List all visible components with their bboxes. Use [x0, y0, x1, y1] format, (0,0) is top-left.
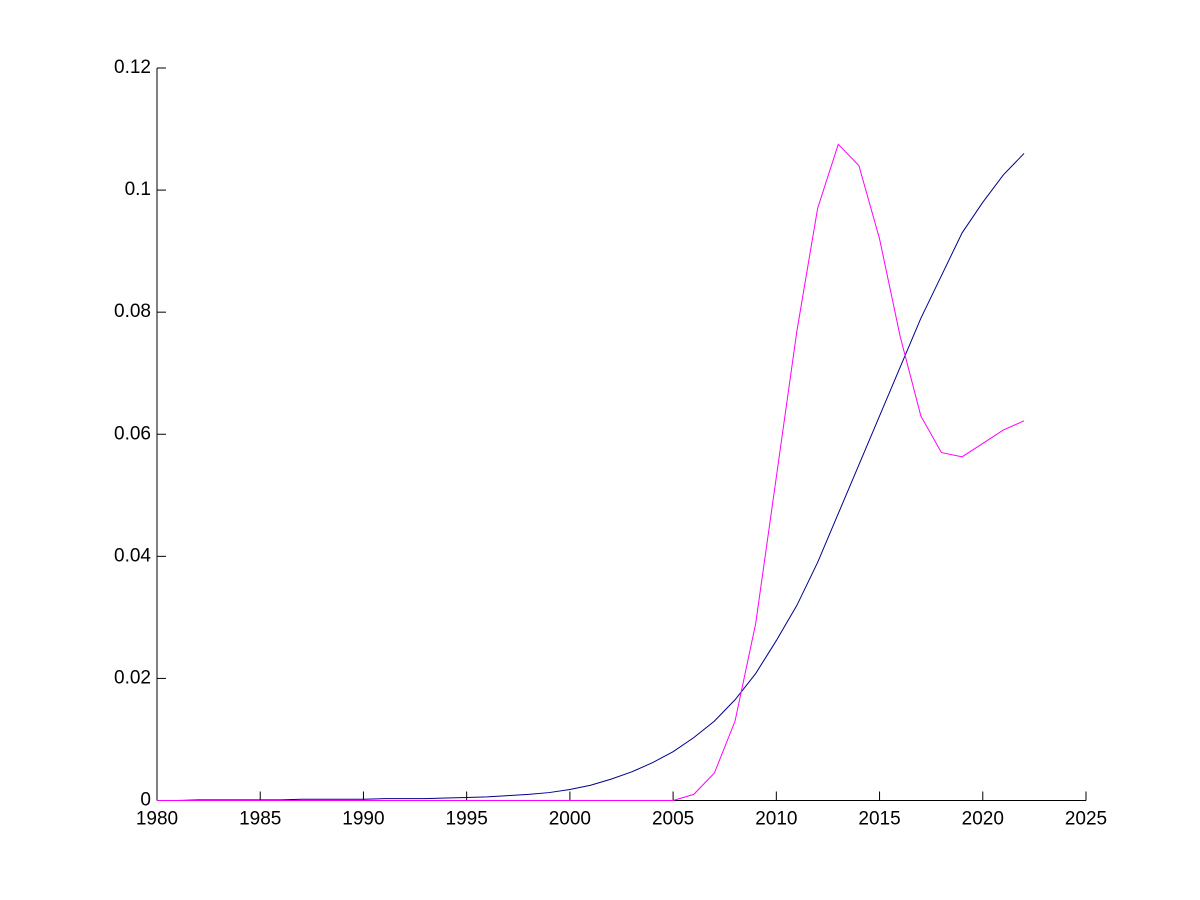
x-tick-label: 2015	[858, 809, 900, 830]
x-tick-label: 1990	[342, 809, 384, 830]
y-tick-label: 0.12	[114, 57, 151, 78]
y-tick-label: 0.1	[125, 179, 151, 200]
x-tick-label: 2010	[755, 809, 797, 830]
y-tick-label: 0.08	[114, 301, 151, 322]
x-tick-label: 2005	[652, 809, 694, 830]
x-tick-label: 2020	[962, 809, 1004, 830]
series-line	[157, 153, 1025, 801]
x-tick-label: 2000	[549, 809, 591, 830]
x-tick-label: 1995	[446, 809, 488, 830]
y-tick-label: 0.04	[114, 545, 151, 566]
x-tick-label: 1980	[136, 809, 178, 830]
series-line	[157, 143, 1025, 801]
y-tick-label: 0	[140, 790, 151, 811]
y-tick-label: 0.06	[114, 423, 151, 444]
y-tick-label: 0.02	[114, 667, 151, 688]
x-tick-label: 2025	[1065, 809, 1107, 830]
x-tick-label: 1985	[239, 809, 281, 830]
